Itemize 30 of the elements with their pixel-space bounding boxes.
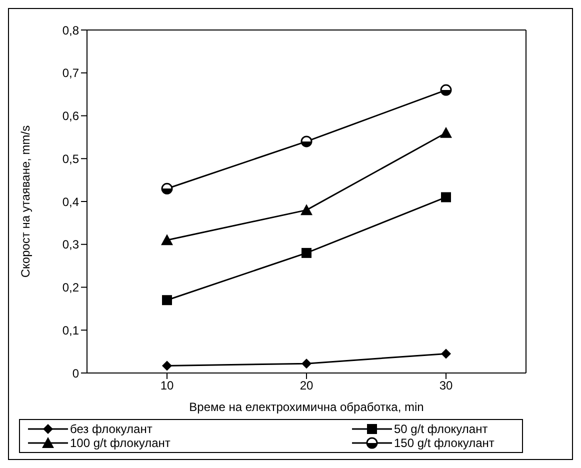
y-tick-label: 0,3: [62, 238, 80, 252]
point: [162, 295, 172, 306]
x-tick-label: 20: [300, 378, 314, 393]
y-tick-label: 0,1: [62, 323, 80, 338]
y-tick-label: 0: [72, 366, 80, 380]
point: [441, 348, 451, 359]
y-tick-label: 0,8: [62, 23, 80, 38]
point: [161, 182, 173, 194]
legend-label: без флокулант: [70, 422, 154, 436]
point: [302, 248, 312, 258]
point: [441, 192, 451, 202]
x-tick-label: 10: [160, 378, 174, 393]
point: [300, 136, 312, 148]
point: [300, 204, 312, 216]
point: [440, 84, 452, 96]
x-tick-label: 30: [439, 378, 453, 393]
y-tick-label: 0,6: [62, 109, 80, 124]
y-tick-label: 0,7: [62, 66, 80, 80]
point: [162, 360, 172, 371]
point: [440, 126, 452, 138]
point: [302, 358, 312, 369]
x-axis-title: Време на електрохимична обработка, min: [189, 400, 424, 414]
y-tick-label: 0,2: [62, 280, 80, 295]
y-tick-label: 0,5: [62, 152, 80, 166]
point: [161, 234, 173, 246]
legend-label: 150 g/t флокулант: [394, 436, 496, 450]
legend-label: 100 g/t флокулант: [70, 436, 172, 450]
y-axis-title: Скорост на утаяване, mm/s: [18, 125, 32, 278]
legend-label: 50 g/t флокулант: [394, 422, 489, 436]
y-tick-label: 0,4: [62, 194, 80, 209]
